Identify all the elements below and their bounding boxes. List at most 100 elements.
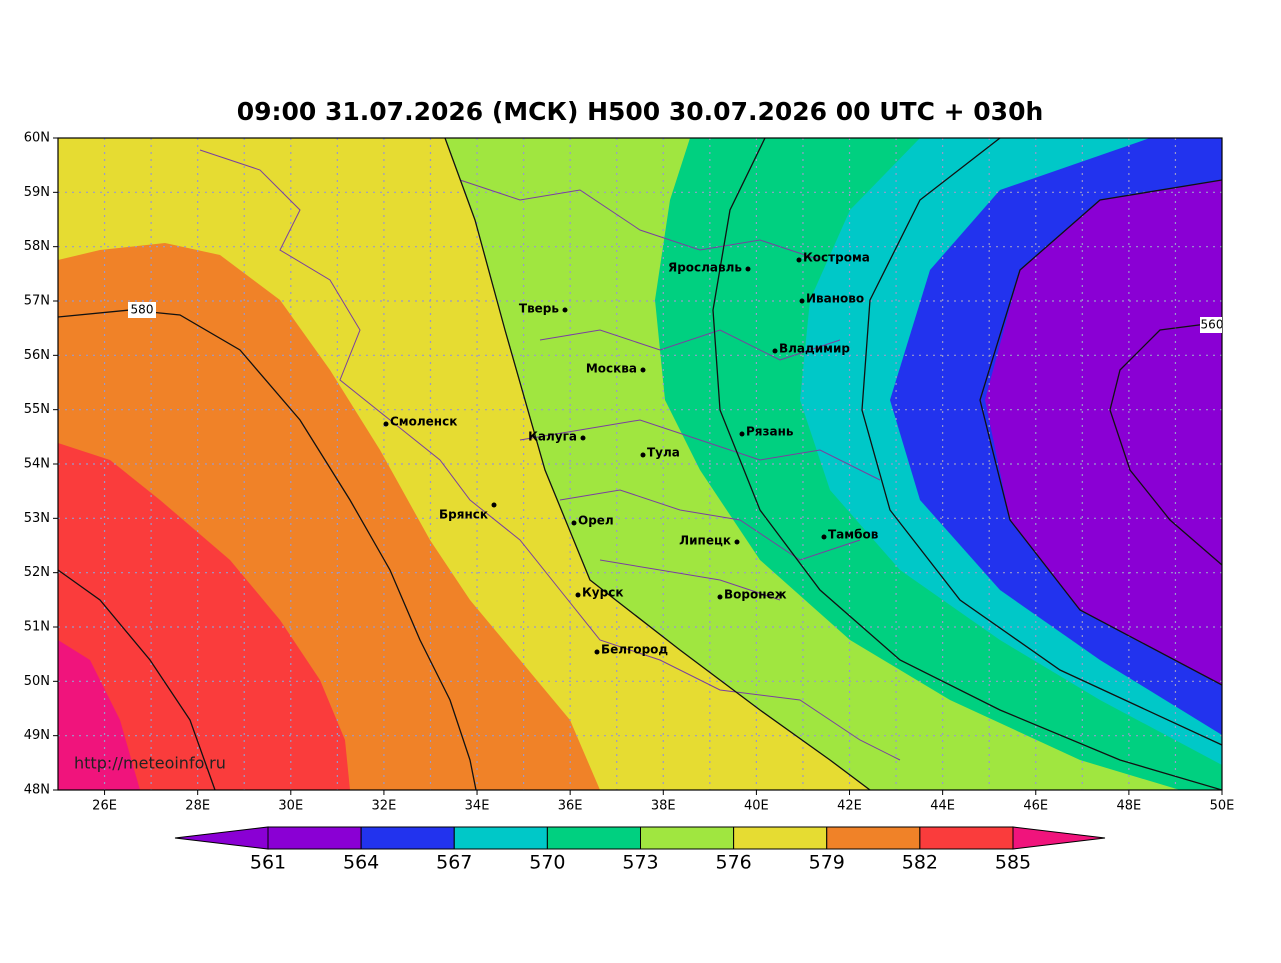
city-label: Тамбов (828, 528, 879, 542)
contour-line (979, 179, 1222, 686)
lat-label: 52N (24, 565, 50, 580)
lat-label: 60N (24, 131, 50, 146)
city-marker (383, 421, 389, 427)
lon-label: 40E (744, 799, 769, 814)
lat-label: 51N (24, 620, 50, 635)
city-label: Кострома (803, 251, 870, 265)
colorbar-label: 582 (902, 852, 938, 874)
city-label: Воронеж (724, 588, 787, 602)
colorbar-label: 576 (715, 852, 751, 874)
title: 09:00 31.07.2026 (МСК) H500 30.07.2026 0… (237, 97, 1044, 126)
city-marker (580, 435, 586, 441)
colorbar-segment (826, 826, 921, 850)
lon-label: 38E (651, 799, 676, 814)
lat-label: 55N (24, 402, 50, 417)
city-marker (491, 502, 497, 508)
colorbar-label: 567 (436, 852, 472, 874)
city-marker (562, 307, 568, 313)
city-label: Рязань (746, 425, 794, 439)
city-marker (640, 367, 646, 373)
lon-label: 50E (1210, 799, 1235, 814)
colorbar-segment (360, 826, 455, 850)
lon-label: 48E (1116, 799, 1141, 814)
lat-label: 54N (24, 457, 50, 472)
city-label: Тверь (519, 302, 560, 316)
lon-label: 42E (837, 799, 862, 814)
colorbar-over (1012, 826, 1106, 850)
city-label: Орел (578, 514, 614, 528)
city-label: Владимир (779, 342, 850, 356)
city-label: Москва (586, 362, 637, 376)
colorbar-label: 570 (529, 852, 565, 874)
lon-label: 28E (185, 799, 210, 814)
contour-line (1109, 321, 1222, 566)
contour-label: 580 (131, 303, 154, 317)
contour-line (444, 138, 871, 790)
city-marker (796, 257, 802, 263)
contour-line (712, 138, 1222, 790)
city-marker (640, 452, 646, 458)
colorbar-segment (546, 826, 641, 850)
colorbar-label: 564 (343, 852, 379, 874)
contour-label-bg (1200, 317, 1222, 333)
colorbar-segment (733, 826, 828, 850)
colorbar-segment (640, 826, 735, 850)
lat-label: 49N (24, 728, 50, 743)
city-label: Иваново (806, 292, 864, 306)
borders (199, 149, 901, 761)
colorbar-label: 573 (622, 852, 658, 874)
grid (58, 138, 1222, 790)
lon-label: 30E (278, 799, 303, 814)
city-marker (717, 594, 723, 600)
lon-label: 36E (558, 799, 583, 814)
lat-label: 58N (24, 239, 50, 254)
city-label: Брянск (439, 508, 488, 522)
city-label: Курск (582, 586, 623, 600)
band (1070, 265, 1222, 620)
lon-label: 34E (465, 799, 490, 814)
colorbar-label: 561 (250, 852, 286, 874)
city-label: Тула (647, 446, 680, 460)
lat-label: 59N (24, 185, 50, 200)
colorbar-segment (453, 826, 548, 850)
band (58, 640, 140, 790)
contour-label-bg (128, 302, 156, 318)
source-url: http://meteoinfo.ru (74, 754, 226, 773)
lat-label: 57N (24, 294, 50, 309)
lat-label: 50N (24, 674, 50, 689)
city-marker (772, 348, 778, 354)
lon-label: 46E (1023, 799, 1048, 814)
city-marker (594, 649, 600, 655)
city-marker (575, 592, 581, 598)
lat-label: 53N (24, 511, 50, 526)
colorbar-label: 585 (995, 852, 1031, 874)
map-area (58, 138, 1222, 790)
lon-label: 44E (930, 799, 955, 814)
city-marker (799, 298, 805, 304)
colorbar-segment (267, 826, 362, 850)
contour-line (861, 138, 1222, 746)
band (58, 443, 350, 790)
city-marker (571, 520, 577, 526)
colorbar: 561 564 567 570 573 576 579 582 585 (174, 826, 1106, 874)
contour-label: 560 (1201, 318, 1224, 332)
colorbar-segment (919, 826, 1014, 850)
city-marker (745, 266, 751, 272)
contour-line (58, 309, 477, 790)
colorbar-label: 579 (809, 852, 845, 874)
city-marker (739, 431, 745, 437)
city-label: Смоленск (390, 415, 457, 429)
colorbar-under (174, 826, 269, 850)
city-label: Белгород (601, 643, 668, 657)
contour-line (58, 569, 216, 790)
lat-label: 48N (24, 783, 50, 798)
city-marker (734, 539, 740, 545)
lat-label: 56N (24, 348, 50, 363)
city-label: Липецк (679, 534, 731, 548)
city-label: Калуга (528, 430, 577, 444)
lon-label: 26E (92, 799, 117, 814)
city-marker (821, 534, 827, 540)
lon-label: 32E (372, 799, 397, 814)
city-label: Ярославль (668, 261, 742, 275)
